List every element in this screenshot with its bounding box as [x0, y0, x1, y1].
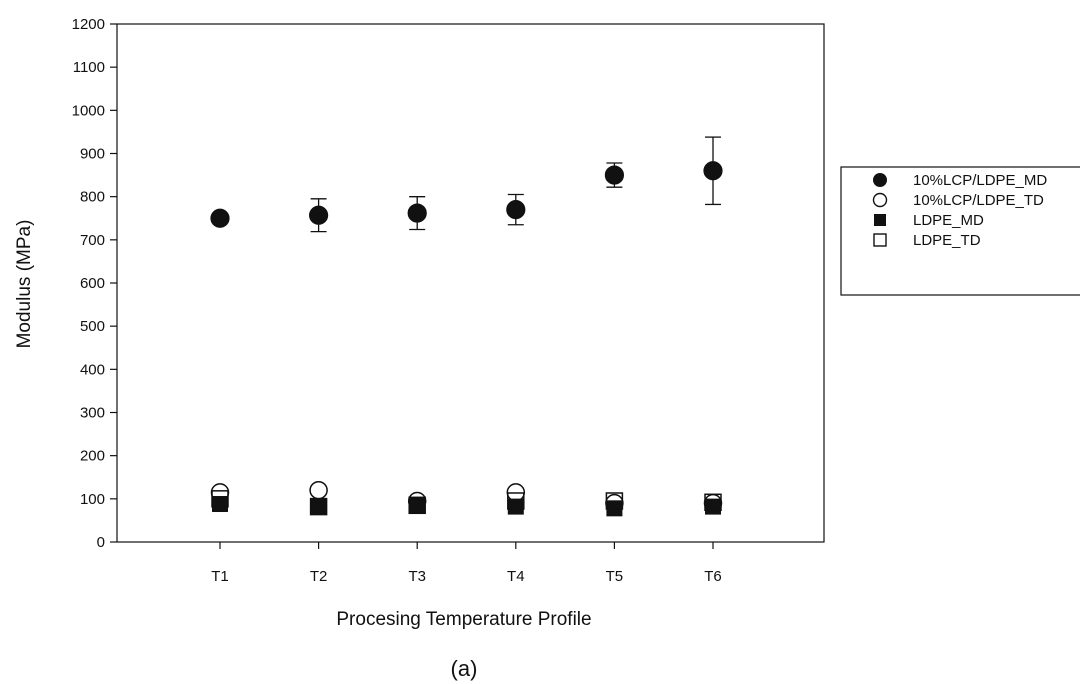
- legend: 10%LCP/LDPE_MD 10%LCP/LDPE_TD LDPE_MD LDPE_…: [840, 166, 1080, 296]
- y-tick-label: 400: [80, 361, 105, 378]
- data-point: [309, 480, 328, 500]
- plot-frame: [116, 23, 825, 543]
- data-point: [507, 492, 525, 510]
- data-point: [703, 161, 723, 181]
- y-tick-label: 300: [80, 405, 105, 422]
- plot-border: [116, 23, 825, 543]
- series-ldpe-md: [212, 496, 721, 517]
- legend-label: 10%LCP/LDPE_MD: [913, 172, 1047, 189]
- legend-marker: [873, 173, 887, 187]
- series-10-lcp-ldpe-md: [210, 136, 723, 233]
- x-tick-label: T4: [507, 568, 525, 585]
- data-point: [604, 165, 625, 185]
- y-tick-label: 1200: [72, 16, 105, 33]
- y-axis-title: Modulus (MPa): [14, 220, 35, 349]
- data-marks: [210, 136, 723, 517]
- data-point: [310, 498, 327, 515]
- legend-box: [840, 166, 1080, 296]
- x-axis-title: Procesing Temperature Profile: [336, 609, 591, 630]
- legend-label: LDPE_MD: [913, 212, 984, 229]
- y-tick-label: 1000: [72, 102, 105, 119]
- y-tick-label: 200: [80, 448, 105, 465]
- legend-marker: [872, 192, 888, 208]
- y-tick-label: 1100: [73, 59, 105, 76]
- series-ldpe-td: [211, 490, 722, 516]
- legend-marker: [873, 233, 887, 247]
- x-tick-label: T5: [606, 568, 624, 585]
- data-point: [309, 497, 328, 516]
- legend-marker: [874, 214, 886, 226]
- data-point: [705, 498, 721, 515]
- y-tick-label: 600: [80, 275, 105, 292]
- x-tick-label: T3: [408, 568, 426, 585]
- y-axis-ticks: 0 100 200 300 400 500 600 700 800 900 1000 1100 1200: [72, 16, 117, 551]
- x-tick-label: T1: [211, 568, 229, 585]
- y-tick-label: 800: [80, 189, 105, 206]
- data-point: [408, 496, 426, 515]
- data-point: [212, 496, 228, 513]
- series-10-lcp-ldpe-td: [210, 480, 723, 513]
- legend-label: LDPE_TD: [913, 232, 981, 249]
- panel-label: (a): [451, 656, 478, 681]
- data-point: [409, 497, 426, 514]
- data-point: [605, 492, 624, 510]
- data-point: [309, 205, 329, 225]
- x-tick-label: T2: [310, 568, 328, 585]
- y-tick-label: 500: [80, 318, 105, 335]
- data-point: [407, 203, 427, 223]
- y-tick-label: 0: [97, 534, 105, 551]
- y-tick-label: 700: [80, 232, 105, 249]
- legend-label: 10%LCP/LDPE_TD: [913, 192, 1044, 209]
- data-point: [506, 200, 526, 220]
- data-point: [211, 490, 229, 508]
- data-point: [507, 498, 524, 515]
- data-point: [704, 493, 722, 512]
- y-tick-label: 100: [80, 491, 105, 508]
- x-tick-label: T6: [704, 568, 722, 585]
- y-tick-label: 900: [80, 146, 105, 163]
- data-point: [210, 208, 230, 228]
- x-axis-ticks: T1 T2 T3 T4 T5 T6: [211, 542, 722, 585]
